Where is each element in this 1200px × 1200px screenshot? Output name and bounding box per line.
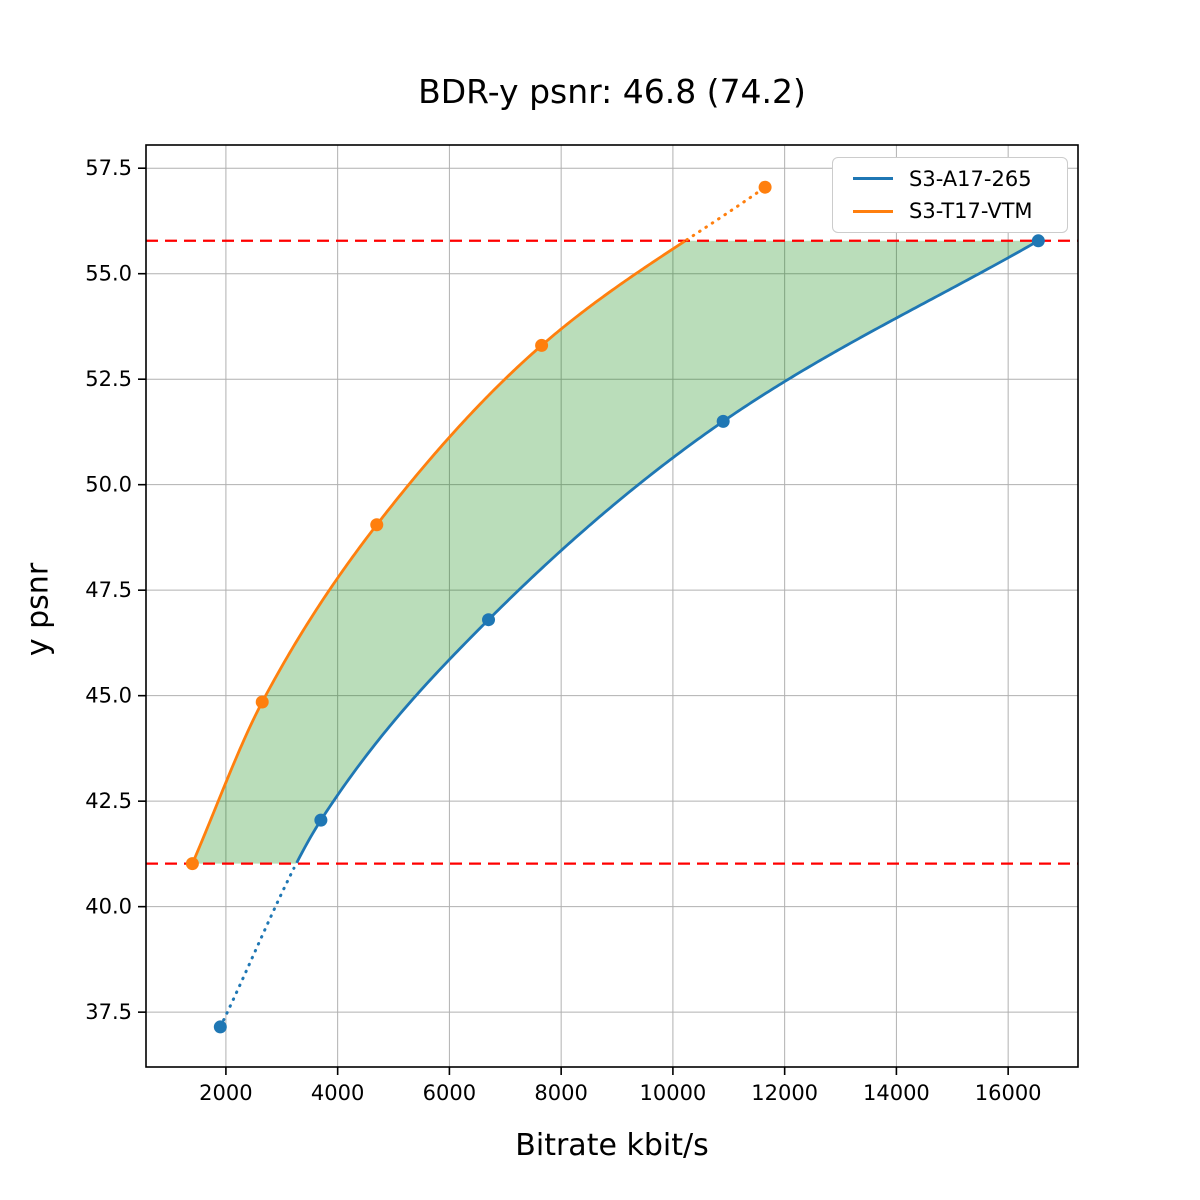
y-tick-label: 40.0 — [85, 895, 132, 919]
y-tick-label: 37.5 — [85, 1000, 132, 1024]
legend-label: S3-T17-VTM — [909, 199, 1033, 224]
chart-title: BDR-y psnr: 46.8 (74.2) — [418, 72, 806, 111]
y-axis-label: y psnr — [20, 562, 56, 657]
data-point-s3-t17-vtm — [535, 338, 549, 352]
x-tick-label: 2000 — [199, 1081, 252, 1105]
x-tick-label: 16000 — [975, 1081, 1042, 1105]
y-tick-label: 50.0 — [85, 473, 132, 497]
legend-line-sample-blue — [853, 177, 893, 181]
data-point-s3-a17-265 — [1031, 234, 1045, 248]
data-point-s3-t17-vtm — [370, 518, 384, 532]
data-point-s3-a17-265 — [314, 813, 328, 827]
y-tick-label: 55.0 — [85, 262, 132, 286]
x-tick-label: 8000 — [534, 1081, 587, 1105]
x-tick-label: 12000 — [751, 1081, 818, 1105]
data-point-s3-t17-vtm — [758, 180, 772, 194]
axes-spines — [145, 144, 1079, 1068]
legend-label: S3-A17-265 — [909, 166, 1032, 191]
data-point-s3-a17-265 — [716, 414, 730, 428]
y-tick-label: 52.5 — [85, 367, 132, 391]
x-tick-label: 10000 — [639, 1081, 706, 1105]
data-point-s3-a17-265 — [213, 1020, 227, 1034]
y-tick-label: 57.5 — [85, 156, 132, 180]
legend-item-s3-a17-265: S3-A17-265 — [853, 167, 1067, 191]
data-point-s3-t17-vtm — [255, 695, 269, 709]
series-s3-t17-vtm-dotted — [685, 185, 767, 242]
x-axis-label: Bitrate kbit/s — [515, 1128, 709, 1163]
bd-rate-fill-region — [192, 240, 1039, 864]
data-point-s3-a17-265 — [482, 613, 496, 627]
x-tick-label: 6000 — [423, 1081, 476, 1105]
y-tick-label: 45.0 — [85, 684, 132, 708]
x-tick-label: 4000 — [311, 1081, 364, 1105]
x-tick-label: 14000 — [863, 1081, 930, 1105]
legend-item-s3-t17-vtm: S3-T17-VTM — [853, 199, 1067, 223]
series-s3-a17-265-dotted — [218, 866, 296, 1029]
legend-line-sample-orange — [853, 209, 893, 213]
series-s3-a17-265-curve — [295, 239, 1040, 864]
series-s3-t17-vtm-curve — [191, 239, 686, 865]
data-point-s3-t17-vtm — [185, 857, 199, 871]
y-tick-label: 47.5 — [85, 578, 132, 602]
legend: S3-A17-265 S3-T17-VTM — [832, 157, 1068, 233]
y-tick-label: 42.5 — [85, 789, 132, 813]
